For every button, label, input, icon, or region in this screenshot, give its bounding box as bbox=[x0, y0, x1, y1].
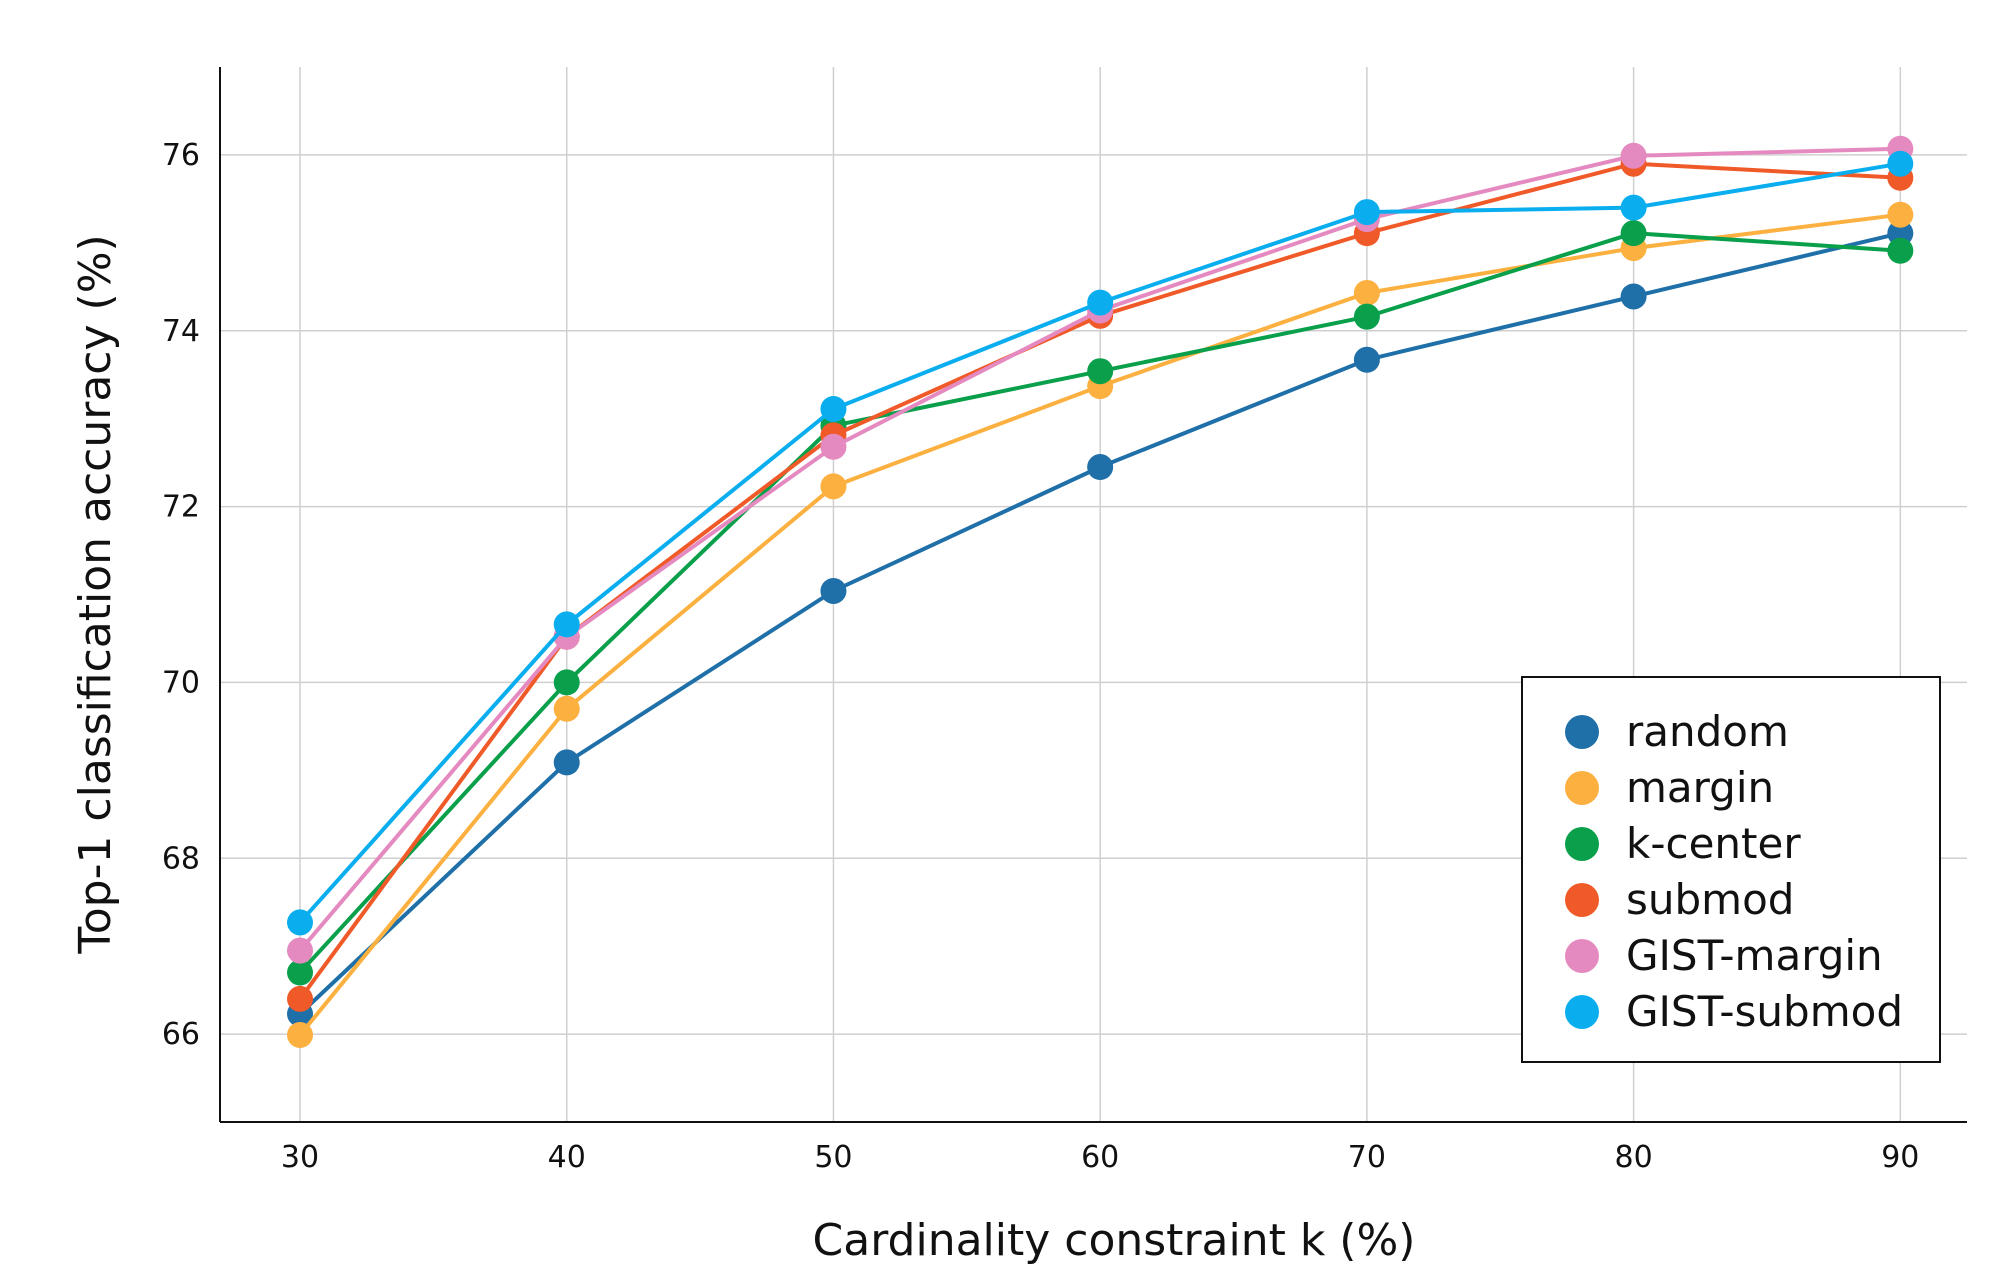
y-tick-label: 70 bbox=[162, 665, 200, 700]
data-point bbox=[287, 1021, 314, 1048]
legend-label: k-center bbox=[1626, 819, 1801, 868]
y-tick-label: 74 bbox=[162, 314, 200, 349]
data-point bbox=[1087, 289, 1114, 316]
data-point bbox=[553, 669, 580, 696]
data-point bbox=[820, 395, 847, 422]
data-point bbox=[287, 937, 314, 964]
legend-marker bbox=[1565, 939, 1599, 973]
legend-label: random bbox=[1626, 707, 1789, 756]
x-tick-label: 40 bbox=[548, 1140, 586, 1175]
legend-marker bbox=[1565, 995, 1599, 1029]
data-point bbox=[287, 959, 314, 986]
data-point bbox=[1620, 142, 1647, 169]
data-point bbox=[1087, 358, 1114, 385]
x-tick-label: 80 bbox=[1615, 1140, 1653, 1175]
data-point bbox=[553, 749, 580, 776]
y-tick-label: 76 bbox=[162, 138, 200, 173]
x-tick-label: 90 bbox=[1881, 1140, 1919, 1175]
data-point bbox=[1887, 201, 1914, 228]
data-point bbox=[1887, 150, 1914, 177]
legend-label: GIST-margin bbox=[1626, 931, 1883, 980]
y-axis-label: Top-1 classification accuracy (%) bbox=[70, 234, 121, 954]
series-GIST-submod bbox=[287, 150, 1914, 936]
data-point bbox=[287, 909, 314, 936]
x-tick-label: 60 bbox=[1081, 1140, 1119, 1175]
data-point bbox=[1887, 237, 1914, 264]
data-point bbox=[553, 695, 580, 722]
axes bbox=[219, 67, 1967, 1123]
legend-label: submod bbox=[1626, 875, 1794, 924]
y-tick-labels: 66 68 70 72 74 76 bbox=[162, 138, 200, 1052]
y-tick-label: 72 bbox=[162, 490, 200, 525]
data-point bbox=[1353, 303, 1380, 330]
data-point bbox=[1353, 279, 1380, 306]
legend-marker bbox=[1565, 827, 1599, 861]
x-tick-label: 50 bbox=[814, 1140, 852, 1175]
data-point bbox=[1087, 454, 1114, 481]
data-point bbox=[287, 985, 314, 1012]
x-axis-label: Cardinality constraint k (%) bbox=[813, 1215, 1416, 1266]
data-point bbox=[1620, 283, 1647, 310]
data-point bbox=[1620, 194, 1647, 221]
x-tick-label: 30 bbox=[281, 1140, 319, 1175]
y-tick-label: 66 bbox=[162, 1017, 200, 1052]
legend-marker bbox=[1565, 715, 1599, 749]
x-tick-labels: 30 40 50 60 70 80 90 bbox=[281, 1140, 1919, 1175]
legend-marker bbox=[1565, 771, 1599, 805]
data-point bbox=[1620, 220, 1647, 247]
data-point bbox=[820, 473, 847, 500]
legend-label: margin bbox=[1626, 763, 1774, 812]
data-point bbox=[553, 611, 580, 638]
x-tick-label: 70 bbox=[1348, 1140, 1386, 1175]
data-point bbox=[820, 433, 847, 460]
y-tick-label: 68 bbox=[162, 841, 200, 876]
legend-marker bbox=[1565, 883, 1599, 917]
data-point bbox=[1353, 199, 1380, 226]
data-point bbox=[1353, 346, 1380, 373]
legend-label: GIST-submod bbox=[1626, 987, 1903, 1036]
series-group bbox=[287, 135, 1914, 1048]
legend: random margin k-center submod GIST-margin GIS… bbox=[1521, 676, 1941, 1063]
data-point bbox=[820, 577, 847, 604]
